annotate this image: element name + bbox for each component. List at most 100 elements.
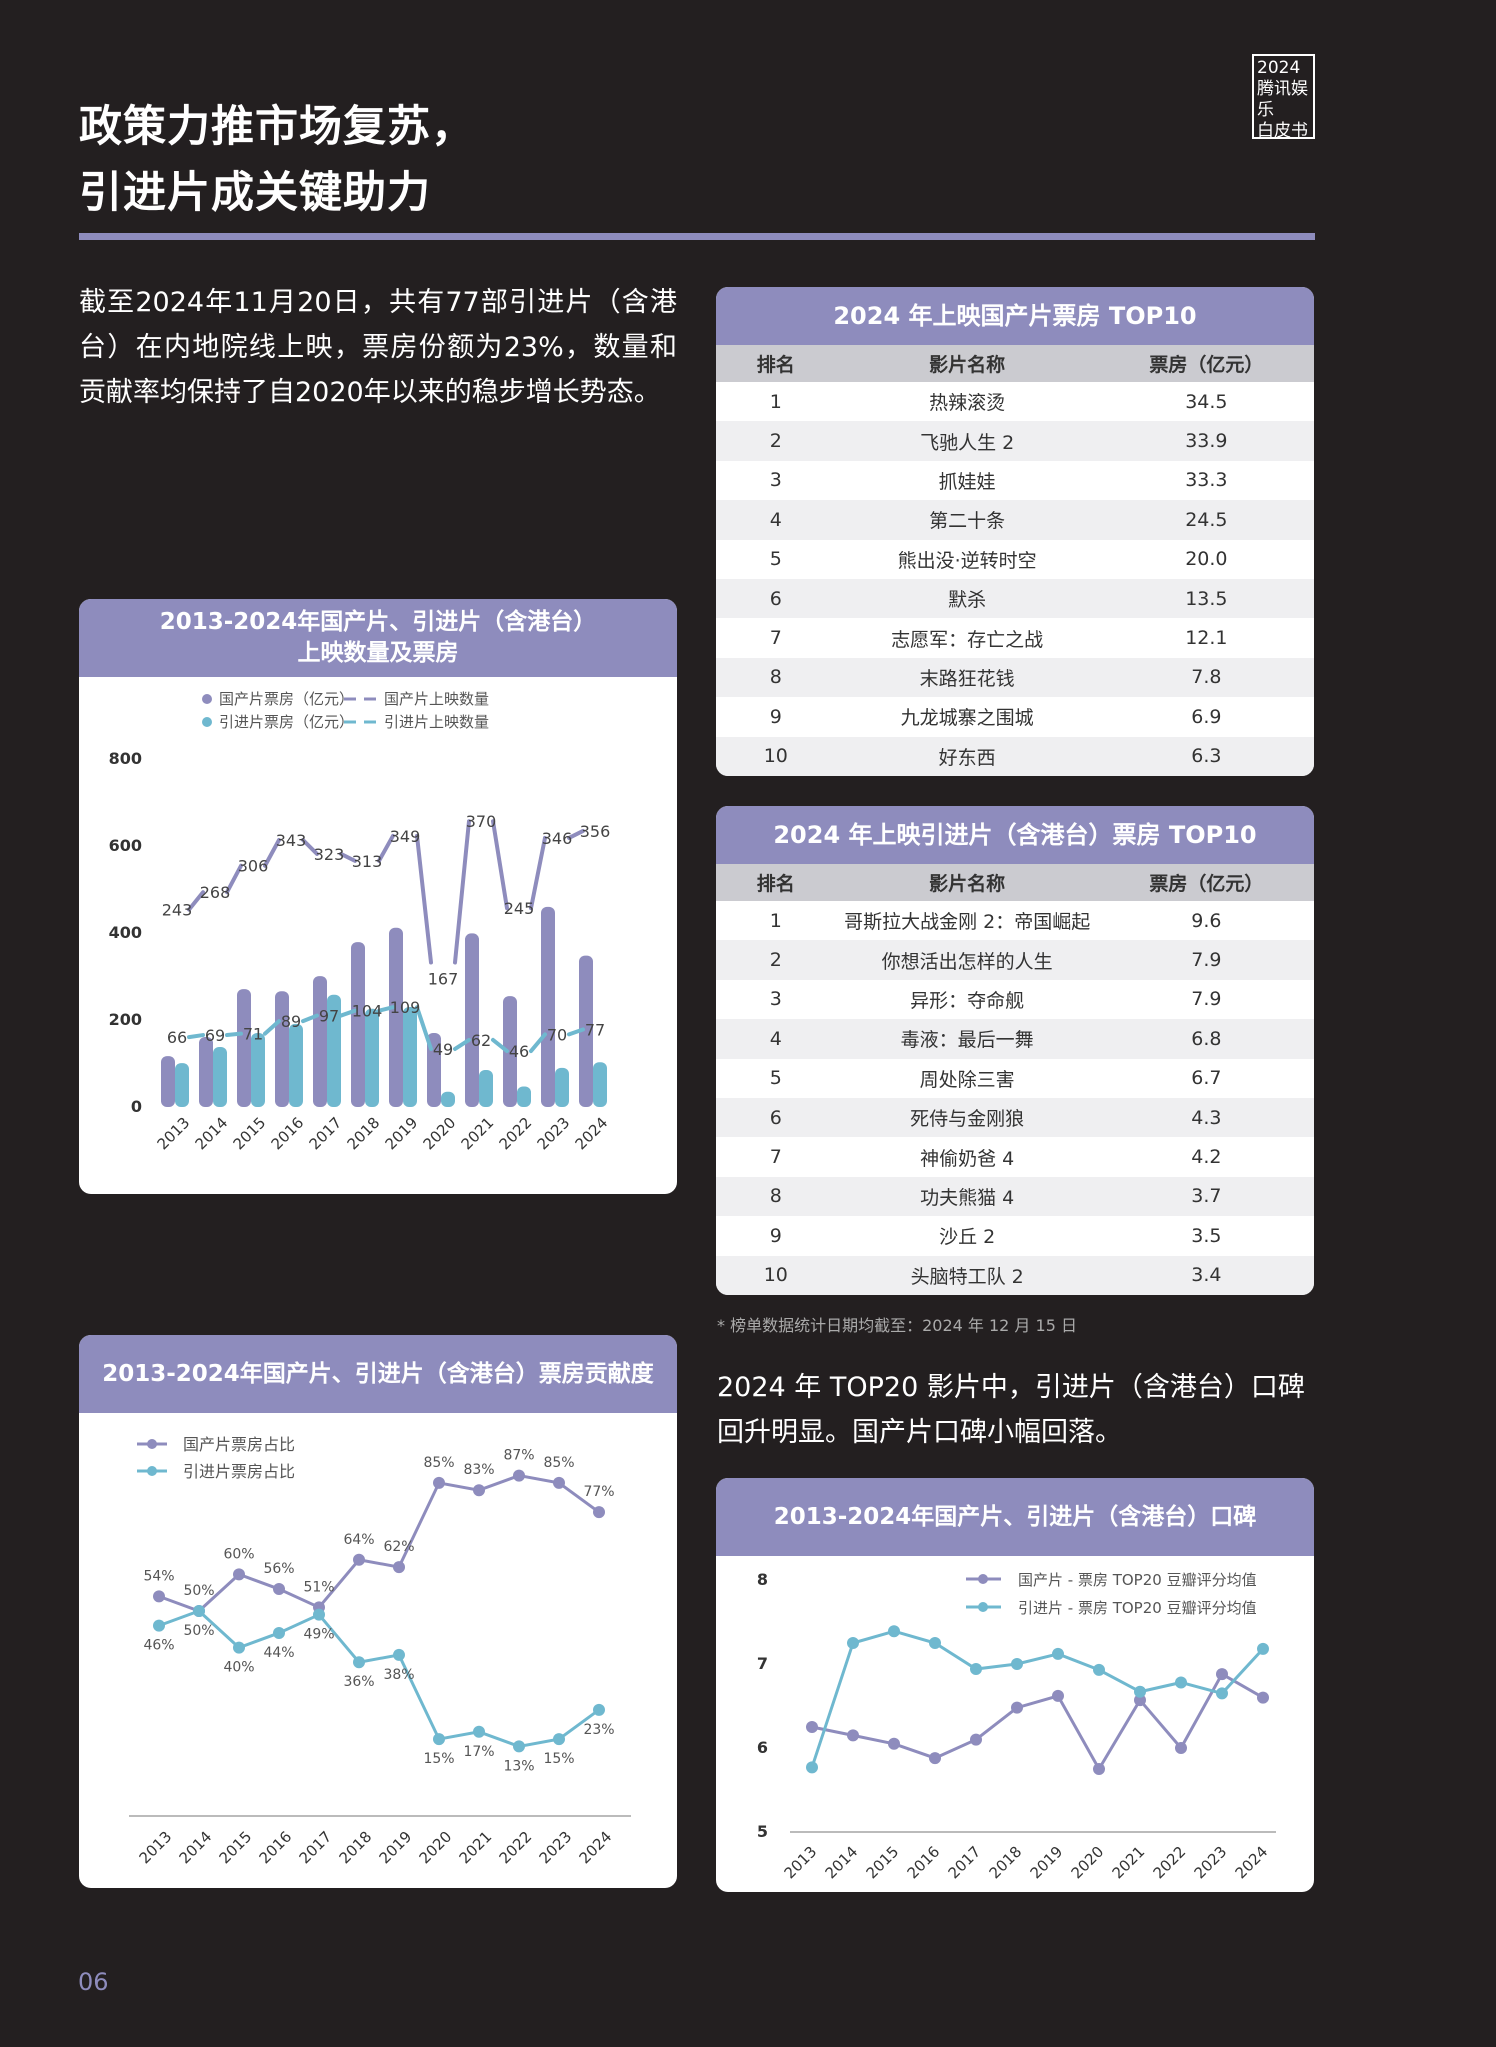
- x-tick-label: 2014: [822, 1843, 862, 1883]
- x-tick-label: 2021: [456, 1828, 496, 1868]
- rating-point: [806, 1761, 818, 1774]
- x-tick-label: 2019: [1027, 1843, 1067, 1883]
- share-data-label: 15%: [543, 1751, 574, 1767]
- page-title-line-2: 引进片成关键助力: [79, 168, 431, 218]
- share-data-label: 51%: [303, 1579, 334, 1595]
- rank-cell: 8: [716, 657, 836, 698]
- share-point: [593, 1703, 605, 1716]
- share-point: [433, 1476, 445, 1489]
- x-tick-label: 2021: [1109, 1843, 1149, 1883]
- count-data-label: 245: [504, 899, 535, 918]
- col-boxoffice-header: 票房（亿元）: [1098, 345, 1314, 382]
- title-cell: 异形：夺命舰: [910, 989, 1025, 1012]
- rank-cell: 1: [769, 909, 782, 932]
- chart2-title: 2013-2024年国产片、引进片（含港台）票房贡献度: [79, 1335, 677, 1413]
- x-tick-label: 2018: [336, 1828, 376, 1868]
- bar-domestic-boxoffice: [389, 927, 403, 1107]
- count-data-label: 49: [433, 1040, 453, 1059]
- table-row: 2 你想活出怎样的人生 7.9: [716, 940, 1314, 980]
- table-row: 5 周处除三害 6.7: [716, 1059, 1314, 1098]
- share-point: [473, 1725, 485, 1738]
- x-tick-label: 2019: [382, 1114, 422, 1154]
- count-line-segment: [263, 837, 281, 868]
- share-point: [153, 1619, 165, 1632]
- rating-point: [1134, 1694, 1146, 1707]
- rating-point: [1134, 1685, 1146, 1698]
- count-data-label: 77: [585, 1020, 605, 1039]
- imported-top10-card: 2024 年上映引进片（含港台）票房 TOP10 排名 影片名称 票房（亿元） …: [716, 806, 1314, 1295]
- count-line-segment: [339, 1008, 357, 1018]
- table-row: 7 志愿军：存亡之战 12.1: [716, 618, 1314, 657]
- title-cell: 好东西: [835, 736, 1099, 776]
- bar-domestic-boxoffice: [237, 989, 251, 1107]
- title-cell: 抓娃娃: [938, 470, 996, 493]
- x-tick-label: 2022: [496, 1114, 536, 1154]
- boxoffice-cell: 7.8: [1098, 657, 1314, 698]
- rating-point: [1011, 1658, 1023, 1670]
- table-row: 2 飞驰人生 2 33.9: [716, 421, 1314, 461]
- count-data-label: 69: [205, 1026, 225, 1045]
- x-tick-label: 2024: [572, 1114, 612, 1154]
- title-cell: 你想活出怎样的人生: [835, 940, 1099, 980]
- x-tick-label: 2013: [781, 1843, 821, 1883]
- count-data-label: 97: [319, 1007, 339, 1026]
- y-tick-label: 0: [131, 1097, 142, 1116]
- rating-point: [1216, 1687, 1228, 1700]
- reputation-summary: 2024 年 TOP20 影片中，引进片（含港台）口碑回升明显。国产片口碑小幅回…: [717, 1372, 1305, 1448]
- bar-domestic-boxoffice: [465, 933, 479, 1107]
- brand-year: 2024: [1257, 58, 1301, 78]
- y-tick-label: 7: [757, 1654, 768, 1673]
- count-data-label: 356: [580, 822, 611, 841]
- bar-domestic-boxoffice: [427, 1033, 441, 1107]
- domestic-top10-body: 1 热辣滚烫 34.5 2 飞驰人生 2 33.9 3 抓娃娃 33.3 4 第二十条 24.5 5 熊出…: [716, 382, 1314, 776]
- count-line-segment: [453, 819, 471, 965]
- count-line-segment: [263, 1019, 281, 1036]
- count-data-label: 46: [509, 1042, 529, 1061]
- share-data-label: 46%: [143, 1638, 174, 1654]
- boxoffice-cell: 7.9: [1191, 988, 1222, 1011]
- share-point: [353, 1553, 365, 1566]
- table-row: 10 好东西 6.3: [716, 736, 1314, 776]
- count-line-segment: [187, 890, 205, 912]
- col-rank-header: 排名: [716, 345, 836, 382]
- share-point: [153, 1590, 165, 1603]
- rank-cell: 1: [769, 390, 782, 413]
- rank-cell: 7: [769, 627, 782, 650]
- title-cell: 周处除三害: [919, 1068, 1015, 1091]
- count-data-label: 62: [471, 1031, 491, 1050]
- rank-cell: 3: [769, 988, 782, 1011]
- domestic-top10-title: 2024 年上映国产片票房 TOP10: [716, 287, 1314, 345]
- title-cell: 默杀: [835, 578, 1099, 619]
- legend-label: 引进片上映数量: [384, 713, 489, 731]
- bar-imported-boxoffice: [175, 1063, 189, 1107]
- boxoffice-cell: 4.3: [1098, 1097, 1314, 1138]
- y-tick-label: 400: [109, 923, 142, 942]
- table-row: 9 九龙城寨之围城 6.9: [716, 697, 1314, 736]
- count-line-segment: [453, 1037, 471, 1051]
- share-data-label: 17%: [463, 1744, 494, 1760]
- boxoffice-cell: 6.9: [1191, 705, 1222, 728]
- share-data-label: 38%: [383, 1667, 414, 1683]
- share-data-label: 87%: [503, 1448, 534, 1464]
- share-data-label: 23%: [583, 1722, 614, 1738]
- boxoffice-cell: 6.8: [1098, 1019, 1314, 1059]
- x-tick-label: 2020: [1068, 1843, 1108, 1883]
- rating-point: [806, 1721, 818, 1733]
- title-cell: 功夫熊猫 4: [835, 1176, 1099, 1217]
- rank-cell: 4: [716, 500, 836, 540]
- legend-label: 引进片票房占比: [183, 1462, 295, 1481]
- share-data-label: 64%: [343, 1532, 374, 1548]
- bar-domestic-boxoffice: [351, 942, 365, 1107]
- title-cell: 热辣滚烫: [929, 392, 1006, 415]
- table-row: 4 毒液：最后一舞 6.8: [716, 1019, 1314, 1059]
- legend-label: 国产片上映数量: [384, 690, 489, 708]
- x-tick-label: 2015: [863, 1843, 903, 1883]
- rank-cell: 6: [716, 578, 836, 619]
- boxoffice-cell: 33.3: [1185, 469, 1228, 492]
- title-cell: 第二十条: [835, 500, 1099, 540]
- title-cell: 头脑特工队 2: [835, 1255, 1099, 1295]
- legend-marker: [978, 1574, 988, 1584]
- x-tick-label: 2017: [945, 1843, 985, 1883]
- table-row: 3 抓娃娃 33.3: [716, 461, 1314, 500]
- title-cell: 神偷奶爸 4: [920, 1147, 1015, 1170]
